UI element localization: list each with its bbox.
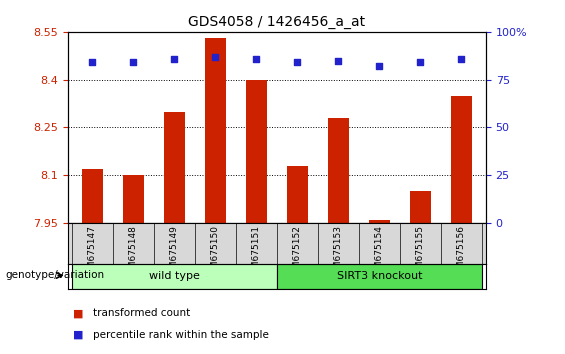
Text: ■: ■ — [73, 330, 84, 339]
Text: percentile rank within the sample: percentile rank within the sample — [93, 330, 269, 339]
Text: GSM675155: GSM675155 — [416, 225, 425, 280]
Text: GSM675153: GSM675153 — [334, 225, 343, 280]
Point — [211, 54, 220, 59]
Text: GSM675154: GSM675154 — [375, 225, 384, 280]
Bar — [205, 38, 225, 223]
Text: ■: ■ — [73, 308, 84, 318]
Title: GDS4058 / 1426456_a_at: GDS4058 / 1426456_a_at — [188, 16, 366, 29]
Text: genotype/variation: genotype/variation — [6, 270, 105, 280]
Point — [129, 59, 138, 65]
Text: GSM675147: GSM675147 — [88, 225, 97, 280]
Bar — [410, 191, 431, 223]
Text: GSM675151: GSM675151 — [252, 225, 261, 280]
Text: transformed count: transformed count — [93, 308, 190, 318]
Point — [375, 63, 384, 69]
Text: GSM675149: GSM675149 — [170, 225, 179, 280]
Text: GSM675156: GSM675156 — [457, 225, 466, 280]
Bar — [123, 175, 144, 223]
Point — [334, 58, 343, 63]
Text: GSM675148: GSM675148 — [129, 225, 138, 280]
Point — [88, 59, 97, 65]
Bar — [277, 264, 482, 289]
Bar — [164, 112, 185, 223]
Bar — [328, 118, 349, 223]
Point — [416, 59, 425, 65]
Bar — [72, 264, 277, 289]
Bar — [451, 96, 472, 223]
Bar — [369, 220, 390, 223]
Text: wild type: wild type — [149, 271, 200, 281]
Text: GSM675150: GSM675150 — [211, 225, 220, 280]
Bar — [82, 169, 103, 223]
Bar — [246, 80, 267, 223]
Point — [170, 56, 179, 62]
Text: GSM675152: GSM675152 — [293, 225, 302, 280]
Point — [293, 59, 302, 65]
Point — [457, 56, 466, 62]
Bar — [287, 166, 307, 223]
Point — [252, 56, 261, 62]
Text: SIRT3 knockout: SIRT3 knockout — [337, 271, 422, 281]
